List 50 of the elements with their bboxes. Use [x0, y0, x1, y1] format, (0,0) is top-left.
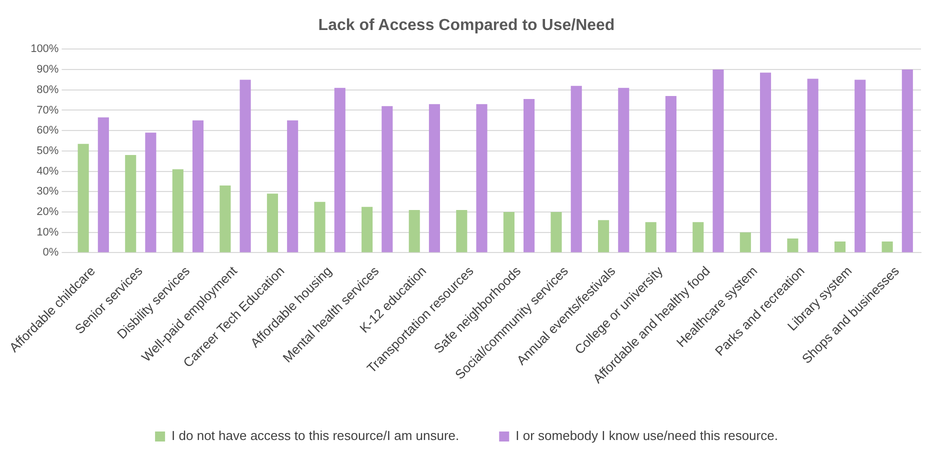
bar [854, 80, 866, 252]
bar [882, 242, 893, 252]
y-tick-label: 100% [30, 43, 59, 56]
y-tick-label: 90% [36, 64, 59, 76]
chart-title: Lack of Access Compared to Use/Need [318, 17, 615, 34]
bar [807, 78, 818, 252]
bar [125, 155, 136, 252]
bar [787, 238, 798, 252]
bar [456, 210, 468, 252]
bar [834, 242, 846, 252]
y-tick-label: 40% [36, 165, 59, 178]
bar [740, 232, 751, 252]
bar [503, 212, 514, 252]
bar [98, 117, 109, 252]
legend-label: I or somebody I know use/need this resource. [516, 428, 778, 444]
bar [362, 206, 373, 252]
bar [645, 222, 656, 252]
y-tick-label: 70% [36, 104, 59, 116]
y-tick-label: 50% [36, 144, 59, 157]
bar [712, 70, 724, 252]
bar [145, 132, 156, 252]
bar [314, 202, 326, 252]
bar [192, 120, 204, 252]
bar [220, 186, 231, 252]
y-tick-label: 80% [36, 84, 59, 96]
bar [78, 144, 89, 252]
bar [665, 96, 676, 252]
y-tick-label: 10% [36, 226, 59, 238]
y-tick-label: 60% [36, 124, 59, 137]
bar [476, 104, 488, 252]
bar [760, 72, 772, 252]
y-tick-label: 20% [36, 206, 59, 218]
bar [618, 88, 630, 252]
bar [902, 70, 913, 252]
bar [172, 169, 184, 252]
bar [428, 104, 440, 252]
bar [287, 120, 298, 252]
y-tick-label: 0% [42, 246, 59, 259]
legend-label: I do not have access to this resource/I am unsure. [172, 428, 460, 444]
y-tick-label: 30% [36, 186, 59, 198]
bar [598, 220, 610, 252]
bar [408, 210, 420, 252]
bar [570, 86, 582, 252]
bar [550, 212, 562, 252]
bar [692, 222, 704, 252]
bar [334, 88, 346, 252]
bar [266, 194, 278, 252]
bar [382, 106, 393, 252]
bar [524, 99, 535, 252]
bar [240, 80, 251, 252]
